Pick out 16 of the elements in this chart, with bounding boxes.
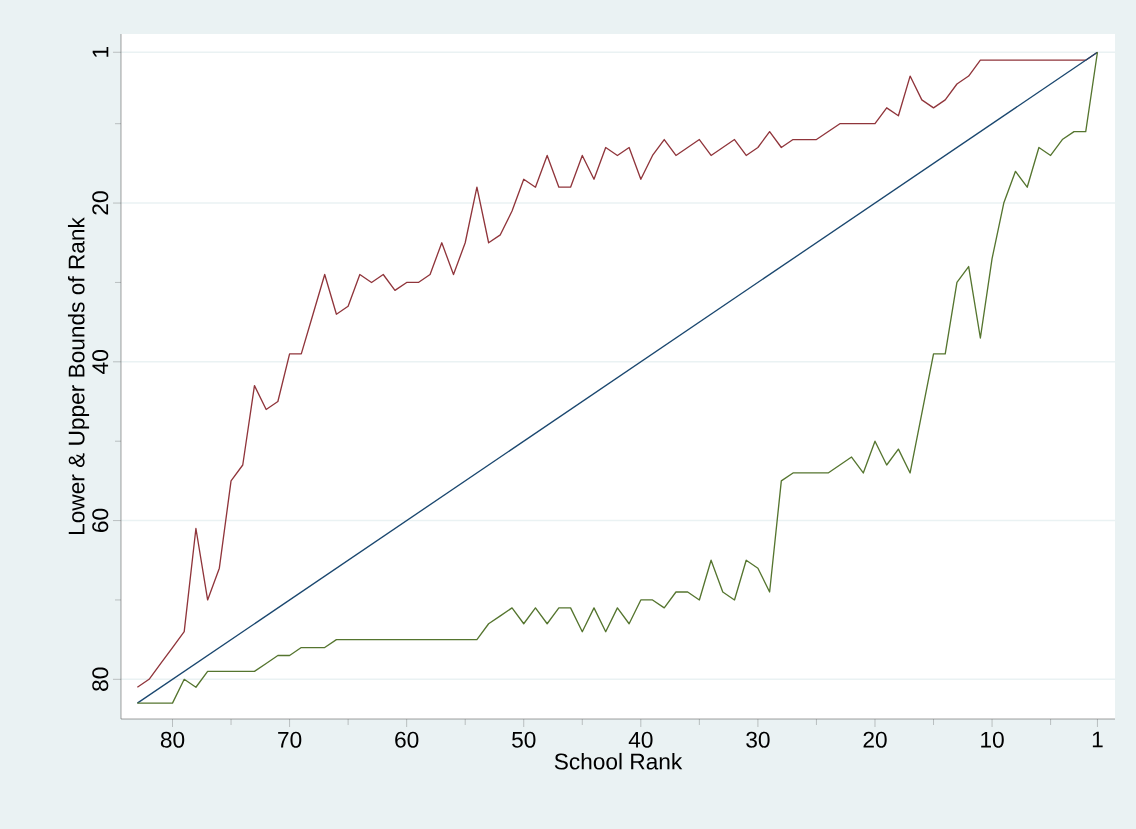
y-tick-label: 20 (92, 191, 109, 215)
x-tick-label: 20 (863, 731, 887, 748)
x-tick-label: 1 (1092, 731, 1103, 748)
x-tick-label: 30 (746, 731, 770, 748)
x-tick-label: 80 (160, 731, 185, 748)
x-tick-label: 40 (628, 731, 653, 748)
y-tick-label: 80 (92, 667, 109, 691)
y-axis-title: Lower & Upper Bounds of Rank (67, 217, 90, 535)
y-tick-label: 40 (92, 350, 109, 374)
y-tick-label: 1 (92, 47, 109, 57)
y-tick-label: 60 (92, 508, 109, 533)
x-tick-label: 10 (981, 731, 1004, 748)
x-tick-label: 60 (395, 731, 419, 748)
x-tick-label: 50 (512, 731, 536, 748)
x-axis-title: School Rank (554, 752, 683, 770)
x-tick-label: 70 (278, 731, 302, 748)
